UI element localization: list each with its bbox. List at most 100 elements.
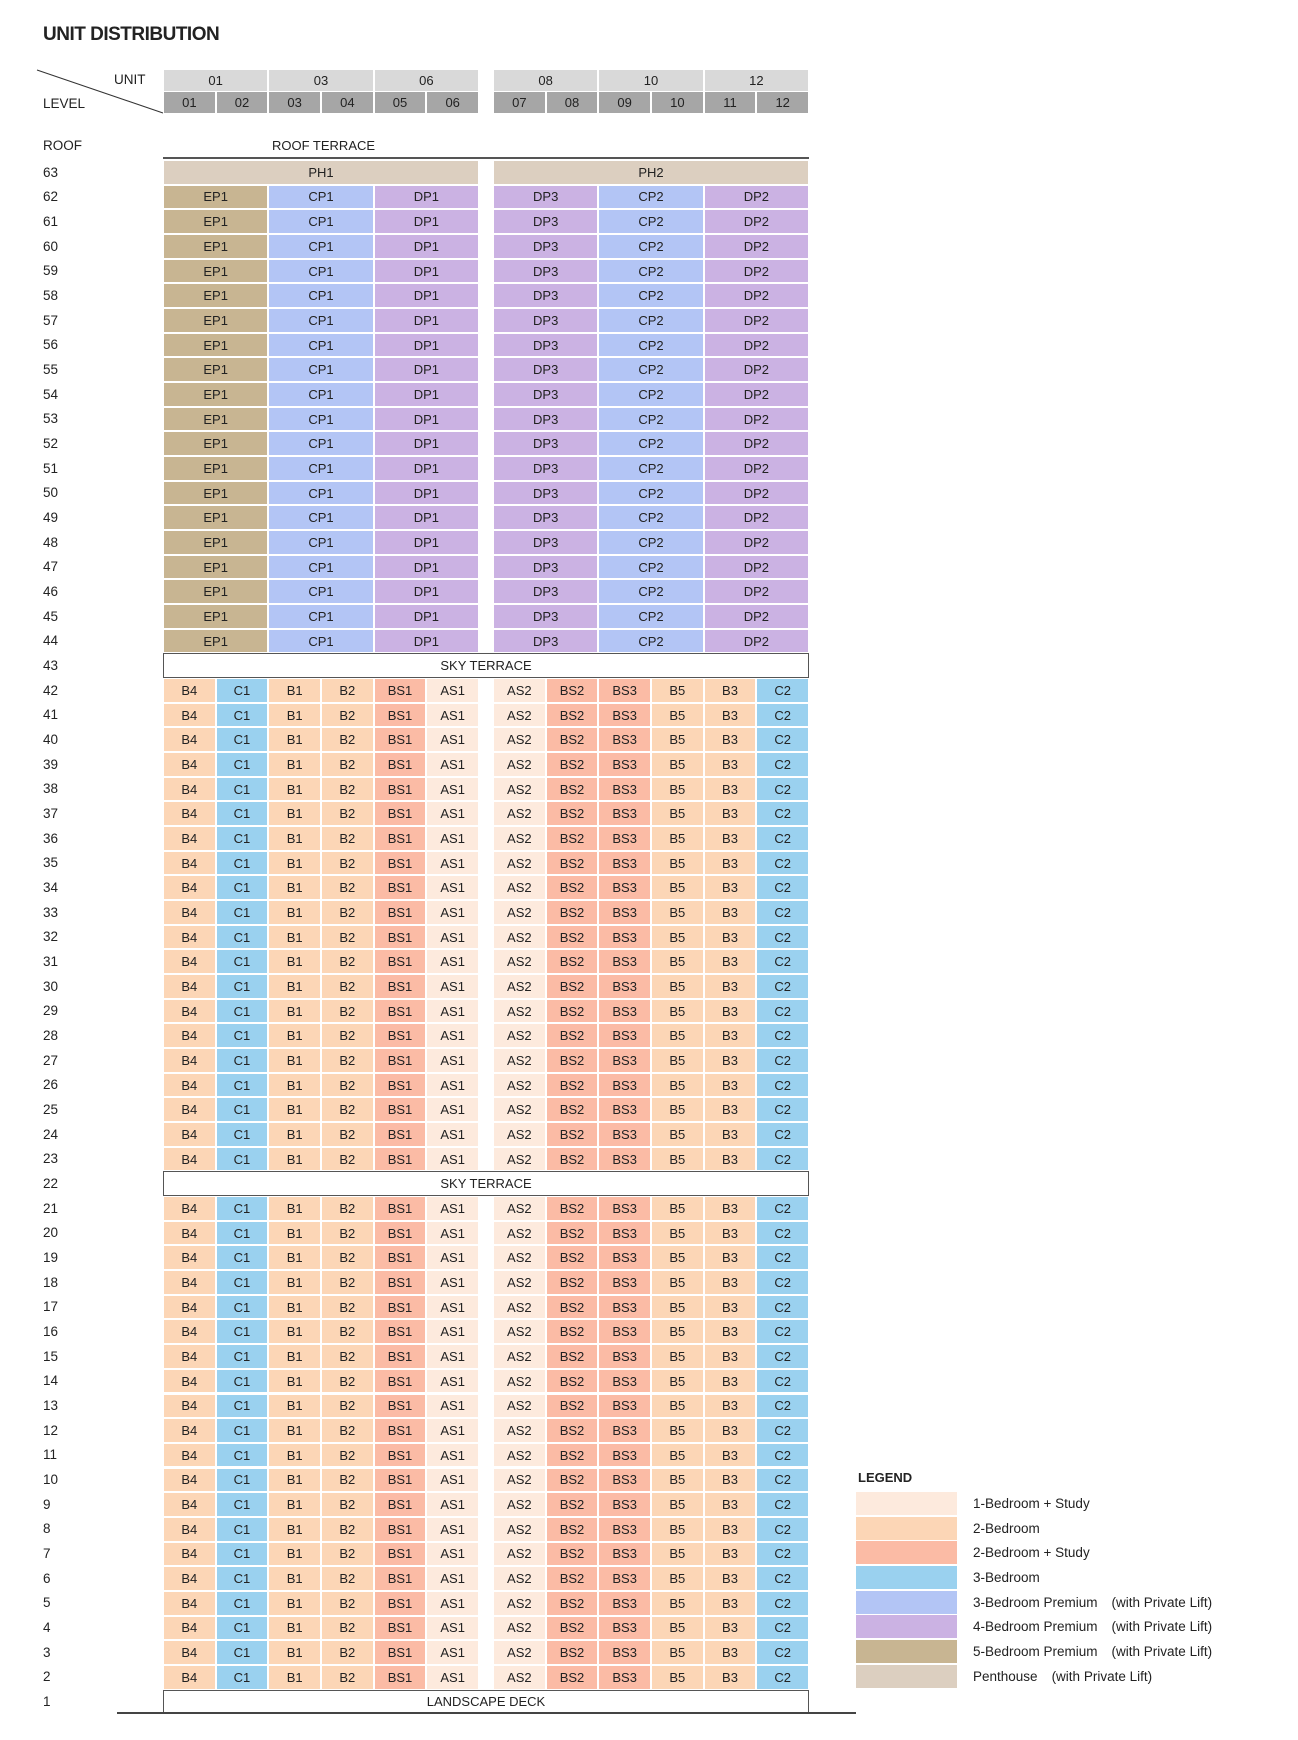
unit-cell: BS2 [545, 776, 599, 802]
unit-cell: AS2 [493, 1664, 546, 1690]
legend-item: 3-Bedroom [973, 1566, 1040, 1589]
unit-cell: BS3 [598, 949, 651, 975]
unit-cell: B4 [163, 998, 216, 1024]
unit-cell: B4 [163, 974, 216, 999]
legend-swatch-bed2s [856, 1541, 957, 1565]
unit-cell: BS1 [373, 1023, 427, 1049]
level-label: 5 [43, 1595, 51, 1611]
unit-cell: B3 [703, 1146, 757, 1172]
level-label: 54 [43, 386, 59, 402]
unit-cell: CP1 [268, 579, 374, 605]
unit-cell: B4 [163, 1418, 216, 1443]
unit-cell: B3 [703, 1516, 757, 1542]
unit-cell: BS3 [598, 850, 651, 876]
level-label: 18 [43, 1274, 59, 1290]
unit-cell: C2 [756, 727, 809, 753]
unit-cell: B2 [321, 826, 374, 851]
unit-cell: BS2 [545, 1393, 599, 1419]
penthouse-unit: PH2 [493, 160, 810, 185]
unit-cell: DP1 [373, 554, 479, 580]
level-label: 21 [43, 1200, 59, 1216]
level-label: 11 [43, 1447, 58, 1463]
unit-cell: CP1 [268, 480, 374, 506]
unit-cell: BS2 [545, 1664, 599, 1690]
unit-cell: CP1 [268, 209, 374, 234]
unit-cell: B5 [651, 1146, 704, 1172]
unit-cell: C1 [215, 974, 269, 999]
unit-cell: BS3 [598, 1072, 651, 1098]
unit-cell: AS1 [426, 1072, 479, 1098]
unit-cell: BS2 [545, 1220, 599, 1246]
unit-number-header: 12 [756, 91, 809, 114]
roof-line [163, 157, 809, 159]
unit-cell: AS1 [426, 924, 479, 950]
unit-cell: C2 [756, 1294, 809, 1320]
unit-cell: AS1 [426, 1220, 479, 1246]
unit-cell: B4 [163, 1541, 216, 1567]
unit-cell: BS3 [598, 924, 651, 950]
unit-cell: B5 [651, 974, 704, 999]
unit-cell: BS3 [598, 801, 651, 827]
unit-cell: B4 [163, 702, 216, 728]
unit-cell: C1 [215, 1467, 269, 1493]
unit-cell: C2 [756, 1319, 809, 1345]
unit-cell: CP1 [268, 406, 374, 432]
level-label: 8 [43, 1521, 51, 1537]
unit-cell: EP1 [163, 554, 269, 580]
unit-cell: DP1 [373, 308, 479, 333]
unit-cell: AS1 [426, 1048, 479, 1073]
unit-cell: B3 [703, 1640, 757, 1665]
unit-cell: B4 [163, 1319, 216, 1345]
unit-cell: B4 [163, 1220, 216, 1246]
unit-cell: AS1 [426, 1467, 479, 1493]
unit-cell: B2 [321, 924, 374, 950]
unit-cell: BS1 [373, 949, 427, 975]
unit-cell: BS2 [545, 702, 599, 728]
unit-cell: CP2 [598, 184, 704, 210]
unit-cell: B3 [703, 1418, 757, 1443]
unit-cell: BS1 [373, 1368, 427, 1394]
unit-cell: BS3 [598, 1590, 651, 1616]
level-label: 29 [43, 1003, 59, 1019]
unit-cell: C2 [756, 949, 809, 975]
unit-cell: C1 [215, 1072, 269, 1098]
unit-cell: B2 [321, 900, 374, 925]
level-label: 17 [43, 1299, 59, 1315]
unit-cell: BS1 [373, 801, 427, 827]
unit-cell: B1 [268, 1615, 321, 1641]
unit-cell: C1 [215, 924, 269, 950]
unit-cell: BS1 [373, 1245, 427, 1271]
unit-cell: DP1 [373, 234, 479, 259]
unit-cell: BS1 [373, 1220, 427, 1246]
unit-cell: B1 [268, 1640, 321, 1665]
level-label: 41 [43, 707, 59, 723]
level-label: 58 [43, 287, 59, 303]
level-label: 50 [43, 485, 59, 501]
unit-cell: AS1 [426, 702, 479, 728]
unit-cell: AS1 [426, 900, 479, 925]
unit-cell: C2 [756, 1664, 809, 1690]
unit-cell: DP2 [703, 332, 809, 358]
unit-cell: B3 [703, 1270, 757, 1295]
unit-cell: BS3 [598, 900, 651, 925]
unit-cell: BS2 [545, 1492, 599, 1517]
unit-cell: B1 [268, 1294, 321, 1320]
level-label: 61 [43, 213, 59, 229]
unit-cell: B3 [703, 1492, 757, 1517]
unit-number-header: 03 [268, 91, 321, 114]
unit-cell: DP1 [373, 357, 479, 383]
unit-cell: B3 [703, 1541, 757, 1567]
unit-number-header: 05 [373, 91, 427, 114]
unit-cell: C1 [215, 1048, 269, 1073]
level-label: 37 [43, 805, 59, 821]
legend-note: (with Private Lift) [1111, 1644, 1213, 1660]
legend-label: 2-Bedroom [973, 1520, 1040, 1536]
unit-cell: AS2 [493, 1294, 546, 1320]
unit-cell: BS3 [598, 875, 651, 901]
unit-cell: DP3 [493, 480, 599, 506]
unit-cell: C2 [756, 1122, 809, 1147]
unit-cell: AS1 [426, 826, 479, 851]
unit-cell: AS2 [493, 1072, 546, 1098]
unit-cell: DP2 [703, 258, 809, 284]
unit-cell: AS2 [493, 1640, 546, 1665]
